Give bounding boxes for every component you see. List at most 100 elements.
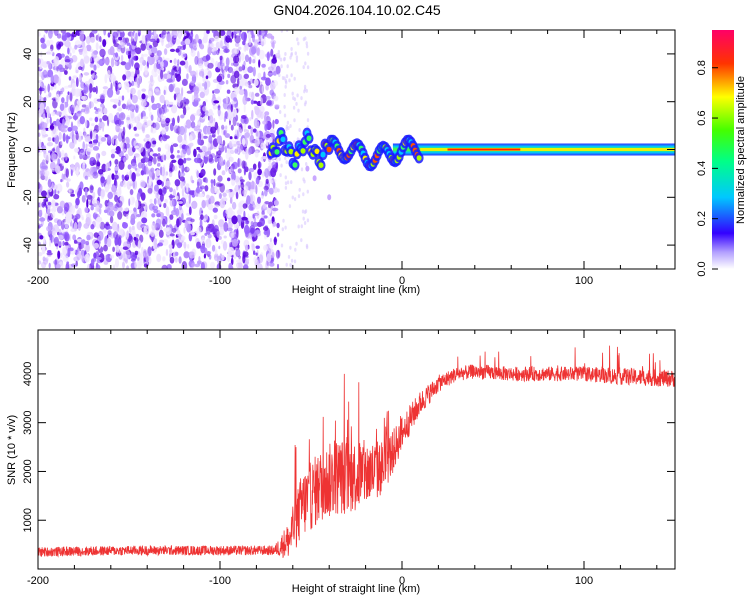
noise-speckle <box>243 46 246 52</box>
noise-speckle <box>173 206 176 213</box>
y-tick-label: 1000 <box>22 508 34 532</box>
noise-speckle <box>160 120 166 125</box>
noise-speckle <box>252 221 259 227</box>
noise-speckle <box>92 87 97 93</box>
noise-speckle <box>180 181 183 189</box>
noise-speckle <box>46 225 52 232</box>
noise-speckle <box>306 51 310 56</box>
noise-speckle <box>242 254 246 264</box>
noise-speckle <box>306 189 309 194</box>
noise-speckle <box>186 167 190 171</box>
noise-speckle <box>114 150 121 154</box>
noise-speckle <box>80 108 86 113</box>
noise-speckle <box>89 63 94 68</box>
noise-speckle <box>155 89 161 96</box>
noise-speckle <box>115 227 120 233</box>
noise-speckle <box>202 135 208 139</box>
noise-speckle <box>156 116 161 122</box>
noise-speckle <box>162 218 166 227</box>
noise-speckle <box>47 83 50 93</box>
noise-speckle <box>121 135 125 144</box>
noise-speckle <box>104 57 110 65</box>
noise-speckle <box>178 256 182 264</box>
noise-speckle <box>51 199 56 209</box>
noise-speckle <box>262 203 267 209</box>
noise-speckle <box>167 145 171 153</box>
noise-speckle <box>248 171 252 181</box>
noise-speckle <box>134 250 139 256</box>
noise-speckle <box>102 122 105 132</box>
noise-speckle <box>196 226 202 234</box>
noise-speckle <box>266 261 271 267</box>
noise-speckle <box>50 168 56 172</box>
noise-speckle <box>243 73 249 80</box>
noise-speckle <box>234 35 241 44</box>
noise-speckle <box>283 113 287 118</box>
noise-speckle <box>165 171 169 176</box>
noise-speckle <box>161 166 166 177</box>
noise-speckle <box>129 210 134 214</box>
noise-speckle <box>277 263 279 269</box>
noise-speckle <box>173 34 177 39</box>
noise-speckle <box>83 72 90 76</box>
colorbar-axis: 0.0 0.2 0.4 0.6 0.8 <box>696 60 718 277</box>
noise-speckle <box>60 141 63 146</box>
noise-speckle <box>177 45 182 50</box>
noise-speckle <box>201 237 206 245</box>
noise-speckle <box>280 64 283 69</box>
noise-speckle <box>184 32 187 37</box>
noise-speckle <box>113 135 118 140</box>
noise-speckle <box>226 109 233 120</box>
noise-speckle <box>140 210 148 220</box>
noise-speckle <box>163 99 170 105</box>
noise-speckle <box>90 224 95 230</box>
noise-speckle <box>92 146 99 151</box>
noise-speckle <box>104 74 108 84</box>
noise-speckle <box>55 118 60 127</box>
noise-speckle <box>263 185 269 191</box>
noise-speckle <box>84 188 88 198</box>
noise-speckle <box>202 55 209 62</box>
noise-speckle <box>160 69 164 80</box>
noise-speckle <box>261 156 268 160</box>
noise-speckle <box>264 201 270 205</box>
signal-blob <box>280 136 286 143</box>
noise-speckle <box>166 73 172 80</box>
noise-speckle <box>212 207 218 213</box>
noise-speckle <box>267 66 274 71</box>
noise-speckle <box>47 178 52 188</box>
noise-speckle <box>121 95 125 101</box>
noise-speckle <box>73 155 76 160</box>
noise-speckle <box>150 230 155 237</box>
noise-speckle <box>117 44 122 50</box>
noise-speckle <box>153 122 160 130</box>
colorbar <box>712 30 734 269</box>
noise-speckle <box>46 40 51 47</box>
noise-speckle <box>169 187 173 193</box>
noise-speckle <box>110 57 115 68</box>
noise-speckle <box>237 77 240 87</box>
noise-speckle <box>286 64 289 69</box>
noise-speckle <box>102 115 108 121</box>
noise-speckle <box>71 47 76 54</box>
noise-speckle <box>103 260 109 265</box>
noise-speckle <box>225 189 231 194</box>
noise-speckle <box>297 194 301 199</box>
noise-speckle <box>283 57 286 62</box>
noise-speckle <box>271 134 276 139</box>
noise-speckle <box>260 38 267 46</box>
noise-speckle <box>97 230 104 241</box>
noise-speckle <box>114 195 119 202</box>
noise-speckle <box>206 194 210 199</box>
noise-speckle <box>176 218 180 228</box>
noise-speckle <box>213 100 220 104</box>
noise-speckle <box>279 110 282 114</box>
noise-speckle <box>219 30 226 36</box>
noise-speckle <box>163 202 167 209</box>
noise-speckle <box>239 85 242 91</box>
noise-speckle <box>39 170 46 176</box>
noise-speckle <box>134 116 141 124</box>
noise-speckle <box>236 209 243 215</box>
noise-speckle <box>256 263 263 269</box>
noise-speckle <box>114 52 119 58</box>
